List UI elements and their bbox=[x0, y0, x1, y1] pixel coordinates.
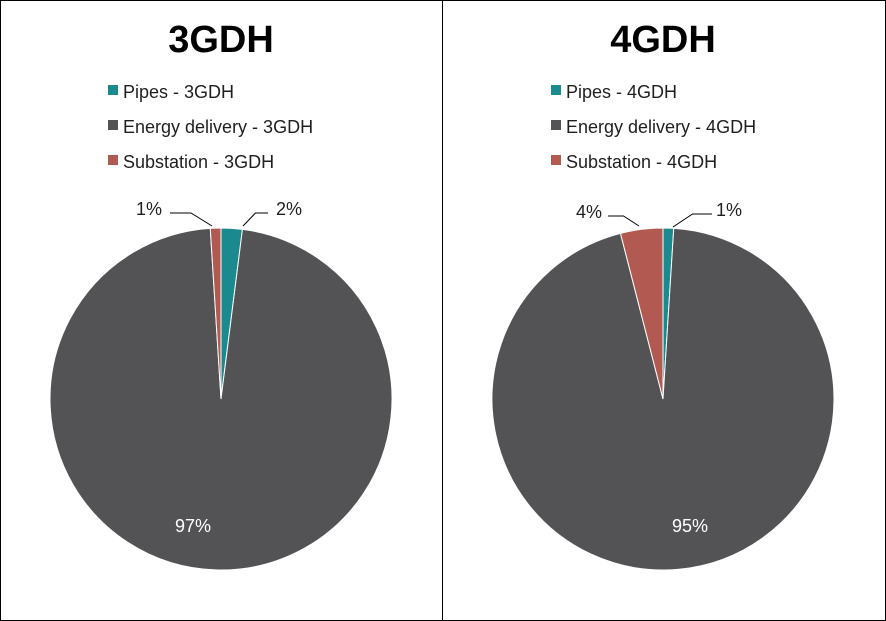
chart-title: 4GDH bbox=[610, 19, 716, 61]
legend-swatch bbox=[108, 120, 118, 130]
leader-line bbox=[672, 213, 712, 228]
data-label: 97% bbox=[175, 516, 211, 536]
pie-slice bbox=[49, 227, 393, 571]
legend-swatch bbox=[551, 85, 561, 95]
pie-slice bbox=[619, 227, 664, 400]
chart-4gdh: 4GDH Pipes - 4GDH Energy delivery - 4GDH S… bbox=[491, 19, 835, 571]
data-label: 1% bbox=[716, 200, 742, 220]
data-label: 2% bbox=[276, 199, 302, 219]
legend-label: Substation - 3GDH bbox=[123, 152, 274, 172]
leader-line bbox=[170, 212, 213, 227]
legend-swatch bbox=[551, 120, 561, 130]
pie bbox=[49, 227, 393, 571]
chart-title: 3GDH bbox=[168, 19, 274, 61]
legend-label: Pipes - 3GDH bbox=[123, 82, 234, 102]
leader-line bbox=[242, 212, 268, 227]
data-label: 4% bbox=[576, 202, 602, 222]
chart-3gdh: 3GDH Pipes - 3GDH Energy delivery - 3GDH S… bbox=[49, 19, 393, 571]
data-label: 1% bbox=[136, 199, 162, 219]
legend: Pipes - 4GDH Energy delivery - 4GDH Substa… bbox=[551, 82, 756, 172]
pie-slice bbox=[491, 227, 835, 571]
legend-label: Energy delivery - 4GDH bbox=[566, 117, 756, 137]
legend-label: Energy delivery - 3GDH bbox=[123, 117, 313, 137]
leader-line bbox=[608, 215, 640, 227]
legend-swatch bbox=[551, 155, 561, 165]
legend-swatch bbox=[108, 85, 118, 95]
pie-slice bbox=[209, 227, 222, 400]
legend: Pipes - 3GDH Energy delivery - 3GDH Substa… bbox=[108, 82, 313, 172]
legend-label: Substation - 4GDH bbox=[566, 152, 717, 172]
data-labels: 1% 95% 4% bbox=[576, 200, 742, 536]
legend-label: Pipes - 4GDH bbox=[566, 82, 677, 102]
data-labels: 2% 97% 1% bbox=[136, 199, 302, 536]
legend-swatch bbox=[108, 155, 118, 165]
data-label: 95% bbox=[672, 516, 708, 536]
pie bbox=[491, 227, 835, 571]
